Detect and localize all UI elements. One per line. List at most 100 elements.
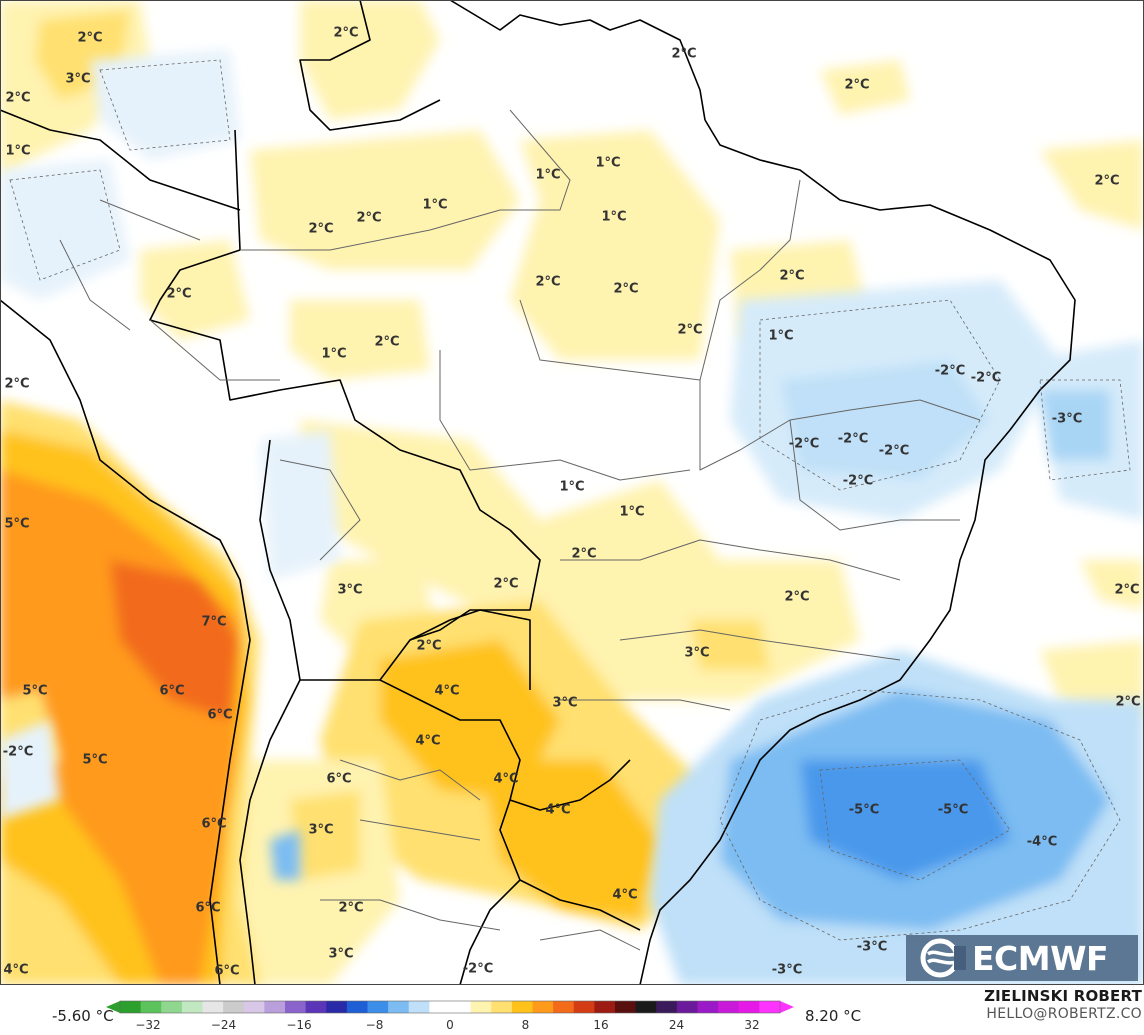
colorbar-segment (697, 1001, 719, 1013)
temperature-label: -2°C (843, 474, 873, 489)
temperature-label: 3°C (684, 646, 709, 661)
legend-max-label: 8.20 °C (805, 1007, 862, 1025)
temperature-label: 1°C (5, 144, 30, 159)
temperature-label: 6°C (195, 901, 220, 916)
temperature-label: 2°C (844, 78, 869, 93)
colorbar-segment (553, 1001, 575, 1013)
temperature-label: 2°C (779, 269, 804, 284)
colorbar-tick-label: −16 (286, 1018, 311, 1032)
temperature-label: 1°C (422, 198, 447, 213)
colorbar-tick-label: 8 (522, 1018, 530, 1032)
temperature-label: 1°C (601, 210, 626, 225)
colorbar-segment (181, 1001, 203, 1013)
temperature-label: 2°C (493, 577, 518, 592)
colorbar-segment (450, 1001, 472, 1013)
colorbar-tick-label: −24 (211, 1018, 236, 1032)
temperature-label: 2°C (5, 91, 30, 106)
colorbar-segment (491, 1001, 513, 1013)
colorbar-tick-label: 16 (593, 1018, 608, 1032)
legend-area: -5.60 °C −32 −24 −16 −8 0 8 16 24 32 8.20 °C ZIE… (0, 985, 1144, 1035)
temperature-label: 6°C (207, 708, 232, 723)
temperature-label: 2°C (535, 275, 560, 290)
temperature-label: 2°C (1115, 695, 1140, 710)
temperature-label: 6°C (201, 817, 226, 832)
colorbar-segment (573, 1001, 595, 1013)
temperature-label: -3°C (772, 963, 802, 978)
colorbar-segment (367, 1001, 389, 1013)
temperature-label: 2°C (356, 211, 381, 226)
temperature-label: 2°C (333, 26, 358, 41)
colorbar-segment (346, 1001, 368, 1013)
colorbar-segment (408, 1001, 430, 1013)
temperature-label: 2°C (1094, 174, 1119, 189)
colorbar-segment (470, 1001, 492, 1013)
temperature-label: 2°C (1114, 583, 1139, 598)
temperature-labels: 2°C 2°C 3°C 2°C 1°C 2°C 2°C 1°C 1°C 2°C 1°C 2°C 2°C 1… (3, 26, 1141, 979)
contour-lines (9, 59, 1131, 941)
temperature-label: 2°C (4, 377, 29, 392)
temperature-label: 2°C (166, 287, 191, 302)
temperature-label: 4°C (493, 772, 518, 787)
temperature-label: 4°C (415, 734, 440, 749)
temperature-label: 5°C (22, 684, 47, 699)
colorbar-segment (718, 1001, 740, 1013)
temperature-label: 1°C (321, 347, 346, 362)
temperature-label: 2°C (374, 335, 399, 350)
temperature-label: 2°C (308, 222, 333, 237)
colorbar-tick-label: 32 (744, 1018, 759, 1032)
hot-anomaly-core (0, 400, 260, 985)
temperature-label: 2°C (613, 282, 638, 297)
legend-min-label: -5.60 °C (52, 1007, 114, 1025)
colorbar-segment (429, 1001, 451, 1013)
temperature-label: 2°C (416, 639, 441, 654)
temperature-label: -3°C (857, 940, 887, 955)
colorbar-segment (738, 1001, 760, 1013)
temperature-label: 2°C (77, 31, 102, 46)
colorbar-tick-label: −32 (135, 1018, 160, 1032)
ecmwf-logo-text: ECMWF (972, 938, 1109, 978)
temperature-label: 1°C (619, 505, 644, 520)
colorbar-segment (264, 1001, 286, 1013)
temperature-label: 1°C (595, 156, 620, 171)
warm-anomaly-fields (0, 0, 1144, 985)
temperature-anomaly-map: 2°C 2°C 3°C 2°C 1°C 2°C 2°C 1°C 1°C 2°C 1°C 2°C 2°C 1… (0, 0, 1144, 985)
colorbar-segment (511, 1001, 533, 1013)
colorbar: −32 −24 −16 −8 0 8 16 24 32 (106, 1000, 794, 1032)
colorbar-segment (326, 1001, 348, 1013)
ecmwf-logo-icon (920, 938, 966, 978)
temperature-label: 7°C (201, 615, 226, 630)
colorbar-segment (388, 1001, 410, 1013)
colorbar-segment (676, 1001, 698, 1013)
colorbar-segment (202, 1001, 224, 1013)
temperature-label: 2°C (571, 547, 596, 562)
credit-name: ZIELINSKI ROBERT (984, 987, 1142, 1005)
temperature-label: -2°C (879, 444, 909, 459)
temperature-label: 2°C (338, 901, 363, 916)
cool-anomaly-fields (0, 50, 1144, 985)
temperature-label: 6°C (214, 964, 239, 979)
colorbar-min-arrow (106, 1001, 120, 1013)
temperature-label: 2°C (677, 323, 702, 338)
colorbar-segment (656, 1001, 678, 1013)
temperature-label: -2°C (789, 437, 819, 452)
temperature-label: 4°C (3, 963, 28, 978)
temperature-label: 3°C (328, 947, 353, 962)
temperature-label: 5°C (4, 517, 29, 532)
temperature-label: 3°C (65, 72, 90, 87)
colorbar-segment (759, 1001, 781, 1013)
colorbar-segment (615, 1001, 637, 1013)
temperature-label: -2°C (463, 962, 493, 977)
temperature-label: -5°C (938, 803, 968, 818)
colorbar-tick-label: −8 (366, 1018, 384, 1032)
temperature-label: -2°C (971, 371, 1001, 386)
temperature-label: 2°C (784, 590, 809, 605)
temperature-label: -2°C (935, 364, 965, 379)
colorbar-segment (223, 1001, 245, 1013)
colorbar-segment (161, 1001, 183, 1013)
colorbar-segment (594, 1001, 616, 1013)
colorbar-segment (532, 1001, 554, 1013)
temperature-label: 3°C (552, 696, 577, 711)
colorbar-max-arrow (780, 1001, 794, 1013)
colorbar-segment (243, 1001, 265, 1013)
temperature-label: 4°C (434, 684, 459, 699)
